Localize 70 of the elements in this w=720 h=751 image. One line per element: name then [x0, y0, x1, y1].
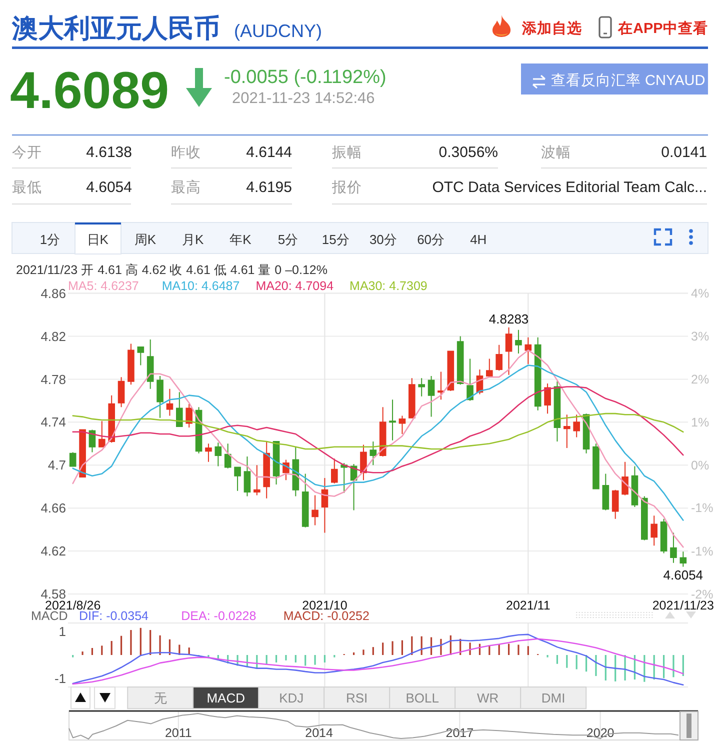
y-tick-label: 1: [58, 624, 66, 640]
y2-tick-label: -1%: [691, 544, 714, 559]
text: 今开: [12, 144, 42, 161]
text: 0.0141: [661, 144, 707, 161]
text: OTC Data Services Editorial Team Calc...: [432, 179, 707, 196]
text: 无: [154, 690, 167, 706]
text: 添加自选: [521, 20, 582, 37]
text: 5分: [278, 232, 298, 247]
text: 15分: [322, 232, 350, 247]
text: 日K: [86, 232, 109, 247]
y2-tick-label: -2%: [691, 587, 714, 602]
y2-tick-label: 3%: [691, 329, 710, 344]
text: 4.6138: [86, 144, 132, 161]
text: 2021-11-23 14:52:46: [232, 90, 375, 107]
text: 振幅: [332, 144, 362, 161]
text: 年K: [230, 232, 252, 247]
annotation: 4.6054: [663, 568, 704, 583]
y-tick-label: 4.78: [40, 372, 66, 387]
text: 最低: [12, 180, 42, 196]
text: 4.6089: [10, 62, 170, 120]
text: -0.0055 (-0.1192%): [224, 67, 386, 88]
y2-tick-label: 4%: [691, 286, 710, 301]
text: MA30: 4.7309: [350, 279, 428, 293]
text: DMI: [541, 690, 566, 706]
x-tick-label: 2021/11/23: [652, 598, 714, 612]
text: 2021/11/23 开 4.61 高 4.62 收 4.61 低 4.61 量 0 –0.12%: [16, 262, 328, 277]
text: 1分: [40, 232, 60, 247]
text: MA10: 4.6487: [162, 279, 240, 293]
text: 查看反向汇率 CNYAUD: [551, 72, 706, 89]
y-tick-label: 4.82: [40, 328, 66, 344]
x-tick-label: 2014: [305, 726, 333, 740]
text: MACD: [206, 690, 245, 706]
text: 在APP中查看: [617, 20, 708, 37]
annotation: 4.8283: [488, 311, 529, 326]
text: 4.6144: [246, 144, 292, 161]
text: 4H: [470, 232, 487, 247]
x-tick-label: 2017: [446, 726, 474, 740]
text: MA5: 4.6237: [68, 279, 139, 293]
y-tick-label: 4.7: [48, 458, 66, 473]
text: 4.6054: [86, 179, 132, 196]
y2-tick-label: 2%: [691, 372, 710, 386]
text: 30分: [369, 232, 397, 247]
text: BOLL: [406, 690, 439, 706]
y-tick-label: 4.74: [40, 414, 66, 430]
text: (AUDCNY): [234, 21, 322, 41]
text: 周K: [134, 232, 156, 247]
x-tick-label: 2020: [586, 726, 614, 740]
text: 报价: [331, 179, 362, 196]
x-tick-label: 2011: [164, 726, 192, 740]
text: DEA: -0.0228: [181, 609, 256, 623]
text: 月K: [182, 232, 204, 247]
text: KDJ: [279, 690, 304, 706]
text: 昨收: [171, 144, 201, 161]
text: 波幅: [541, 144, 571, 161]
y-tick-label: 4.66: [40, 500, 66, 516]
y-tick-label: 4.62: [40, 544, 66, 559]
x-tick-label: 2021/11: [506, 598, 550, 612]
y2-tick-label: -1%: [691, 501, 714, 516]
text: MA20: 4.7094: [256, 279, 334, 293]
text: 澳大利亚元人民币: [11, 13, 220, 43]
text: WR: [477, 690, 499, 706]
y-tick-label: -1: [54, 670, 66, 686]
text: 最高: [171, 179, 201, 196]
y2-tick-label: 0%: [691, 458, 710, 472]
text: 60分: [417, 232, 445, 247]
text: RSI: [346, 690, 368, 706]
y-tick-label: 4.86: [40, 286, 66, 301]
text: 4.6195: [246, 179, 292, 196]
y2-tick-label: 1%: [691, 416, 710, 430]
text: 0.3056%: [438, 144, 498, 161]
